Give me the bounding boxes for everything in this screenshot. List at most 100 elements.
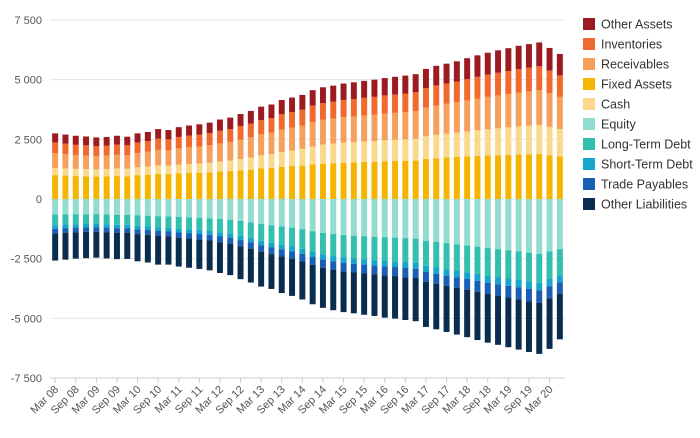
bar-segment bbox=[350, 162, 357, 199]
bar-segment bbox=[175, 232, 182, 238]
bar-segment bbox=[278, 249, 285, 257]
bar-segment bbox=[536, 302, 543, 354]
bar-segment bbox=[464, 58, 471, 80]
y-tick-label: -5 000 bbox=[11, 313, 42, 325]
bar-segment bbox=[72, 135, 79, 145]
bar-segment bbox=[175, 216, 182, 229]
bar-segment bbox=[453, 244, 460, 271]
bar-segment bbox=[155, 129, 162, 139]
bar-segment bbox=[134, 167, 141, 176]
bar-segment bbox=[546, 199, 553, 252]
bar-segment bbox=[299, 148, 306, 166]
bar-segment bbox=[402, 75, 409, 94]
bar-segment bbox=[175, 148, 182, 165]
bar-segment bbox=[412, 111, 419, 139]
bar-segment bbox=[206, 199, 213, 219]
bar-segment bbox=[536, 253, 543, 283]
bar-segment bbox=[392, 261, 399, 268]
bar-segment bbox=[453, 270, 460, 278]
bar-segment bbox=[103, 224, 110, 228]
bar-segment bbox=[433, 158, 440, 199]
legend-label: Trade Payables bbox=[601, 178, 688, 192]
bar-segment bbox=[216, 130, 223, 144]
bar-segment bbox=[258, 199, 265, 225]
bar-segment bbox=[72, 214, 79, 225]
bar-segment bbox=[443, 275, 450, 286]
bar-segment bbox=[134, 234, 141, 262]
legend-swatch bbox=[583, 58, 595, 70]
bar-segment bbox=[484, 155, 491, 199]
bar-segment bbox=[227, 141, 234, 161]
bar-segment bbox=[216, 236, 223, 243]
bar-segment bbox=[340, 271, 347, 313]
bar-segment bbox=[165, 236, 172, 265]
bar-segment bbox=[402, 277, 409, 321]
bar-segment bbox=[515, 45, 522, 70]
bar-segment bbox=[309, 146, 316, 165]
bar-segment bbox=[155, 149, 162, 166]
bar-segment bbox=[536, 66, 543, 91]
bar-segment bbox=[93, 223, 100, 228]
bar-segment bbox=[72, 224, 79, 228]
bar-segment bbox=[515, 69, 522, 93]
bar-segment bbox=[330, 269, 337, 311]
bar-segment bbox=[237, 139, 244, 160]
bar-segment bbox=[546, 298, 553, 349]
bar-segment bbox=[453, 132, 460, 157]
bar-segment bbox=[309, 264, 316, 305]
bar-segment bbox=[340, 162, 347, 199]
bar-segment bbox=[443, 63, 450, 84]
legend-swatch bbox=[583, 138, 595, 150]
bar-segment bbox=[340, 117, 347, 143]
y-tick-label: 7 500 bbox=[14, 15, 42, 27]
bar-segment bbox=[165, 216, 172, 228]
bar-segment bbox=[381, 77, 388, 96]
bar-segment bbox=[505, 93, 512, 128]
bar-segment bbox=[155, 138, 162, 150]
bar-segment bbox=[113, 228, 120, 233]
bar-segment bbox=[412, 277, 419, 322]
bar-segment bbox=[474, 199, 481, 247]
bar-segment bbox=[319, 163, 326, 199]
bar-segment bbox=[392, 276, 399, 319]
bar-segment bbox=[247, 157, 254, 170]
bar-segment bbox=[443, 103, 450, 134]
bar-segment bbox=[392, 94, 399, 113]
bar-segment bbox=[83, 169, 90, 177]
bar-segment bbox=[124, 224, 131, 229]
bar-segment bbox=[361, 259, 368, 265]
bar-segment bbox=[350, 98, 357, 117]
bar-segment bbox=[216, 232, 223, 237]
bar-segment bbox=[155, 199, 162, 217]
bar-segment bbox=[216, 161, 223, 172]
bar-segment bbox=[422, 265, 429, 273]
bar-segment bbox=[422, 272, 429, 282]
bar-segment bbox=[93, 156, 100, 170]
bar-segment bbox=[196, 172, 203, 199]
bar-segment bbox=[350, 199, 357, 236]
bar-segment bbox=[206, 218, 213, 231]
bar-segment bbox=[330, 199, 337, 235]
bar-segment bbox=[299, 109, 306, 126]
bar-segment bbox=[113, 232, 120, 260]
bar-segment bbox=[309, 122, 316, 147]
bar-segment bbox=[247, 169, 254, 199]
bar-segment bbox=[464, 79, 471, 101]
bar-segment bbox=[495, 128, 502, 156]
bar-segment bbox=[381, 260, 388, 267]
bar-segment bbox=[412, 262, 419, 269]
bar-segment bbox=[278, 114, 285, 130]
bar-segment bbox=[206, 122, 213, 134]
bar-segment bbox=[350, 263, 357, 273]
bar-segment bbox=[186, 217, 193, 230]
bar-segment bbox=[247, 237, 254, 243]
bar-segment bbox=[289, 112, 296, 128]
bar-segment bbox=[175, 164, 182, 174]
bar-segment bbox=[361, 141, 368, 163]
bar-segment bbox=[278, 244, 285, 250]
bar-segment bbox=[83, 231, 90, 259]
bar-segment bbox=[103, 168, 110, 177]
bar-segment bbox=[361, 115, 368, 142]
bar-segment bbox=[144, 151, 151, 167]
